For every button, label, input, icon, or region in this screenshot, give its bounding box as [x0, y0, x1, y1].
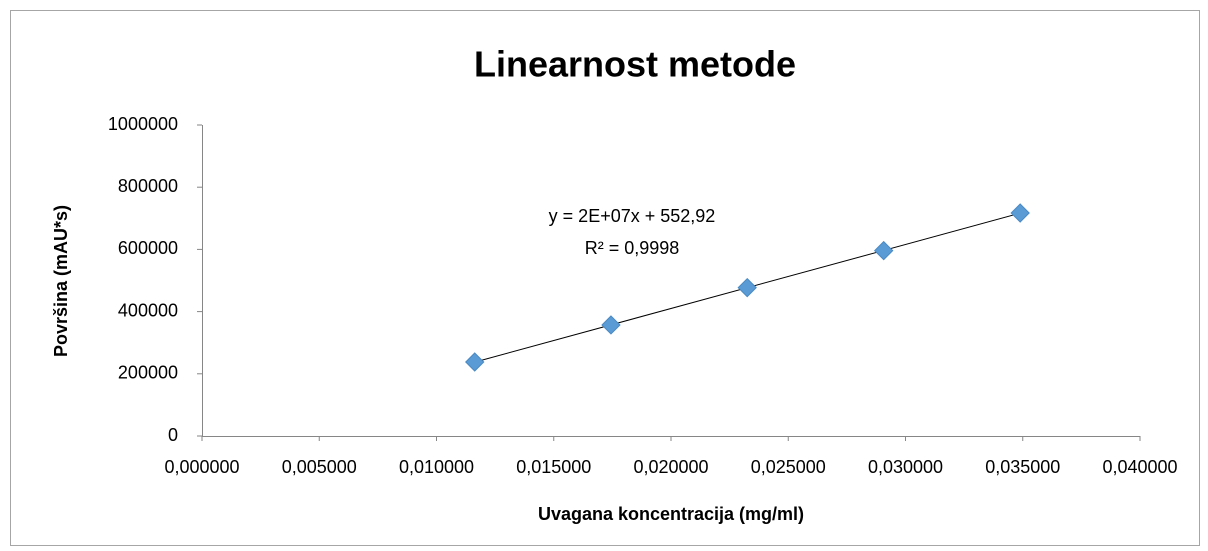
chart-border: [10, 10, 1200, 546]
x-tick-label: 0,000000: [164, 457, 239, 477]
x-tick-label: 0,035000: [985, 457, 1060, 477]
data-point: [465, 352, 485, 372]
data-point: [737, 277, 757, 298]
chart-title: Linearnost metode: [474, 44, 796, 85]
x-tick-label: 0,005000: [282, 457, 357, 477]
x-tick-label: 0,025000: [751, 457, 826, 477]
data-point: [601, 315, 621, 335]
data-point: [1010, 203, 1030, 223]
x-tick-label: 0,030000: [868, 457, 943, 477]
y-tick-label: 600000: [118, 238, 178, 258]
trendline-r2: R² = 0,9998: [585, 238, 680, 258]
data-point: [873, 240, 894, 261]
x-axis-title: Uvagana koncentracija (mg/ml): [538, 504, 804, 524]
trendline-equation: y = 2E+07x + 552,92: [549, 206, 716, 226]
y-tick-label: 400000: [118, 300, 178, 320]
x-tick-label: 0,020000: [633, 457, 708, 477]
y-tick-label: 0: [168, 425, 178, 445]
x-tick-label: 0,040000: [1102, 457, 1177, 477]
y-tick-label: 800000: [118, 176, 178, 196]
y-axis-title: Površina (mAU*s): [51, 205, 71, 357]
x-tick-label: 0,010000: [399, 457, 474, 477]
y-tick-label: 1000000: [108, 114, 178, 134]
x-tick-label: 0,015000: [516, 457, 591, 477]
y-tick-label: 200000: [118, 363, 178, 383]
